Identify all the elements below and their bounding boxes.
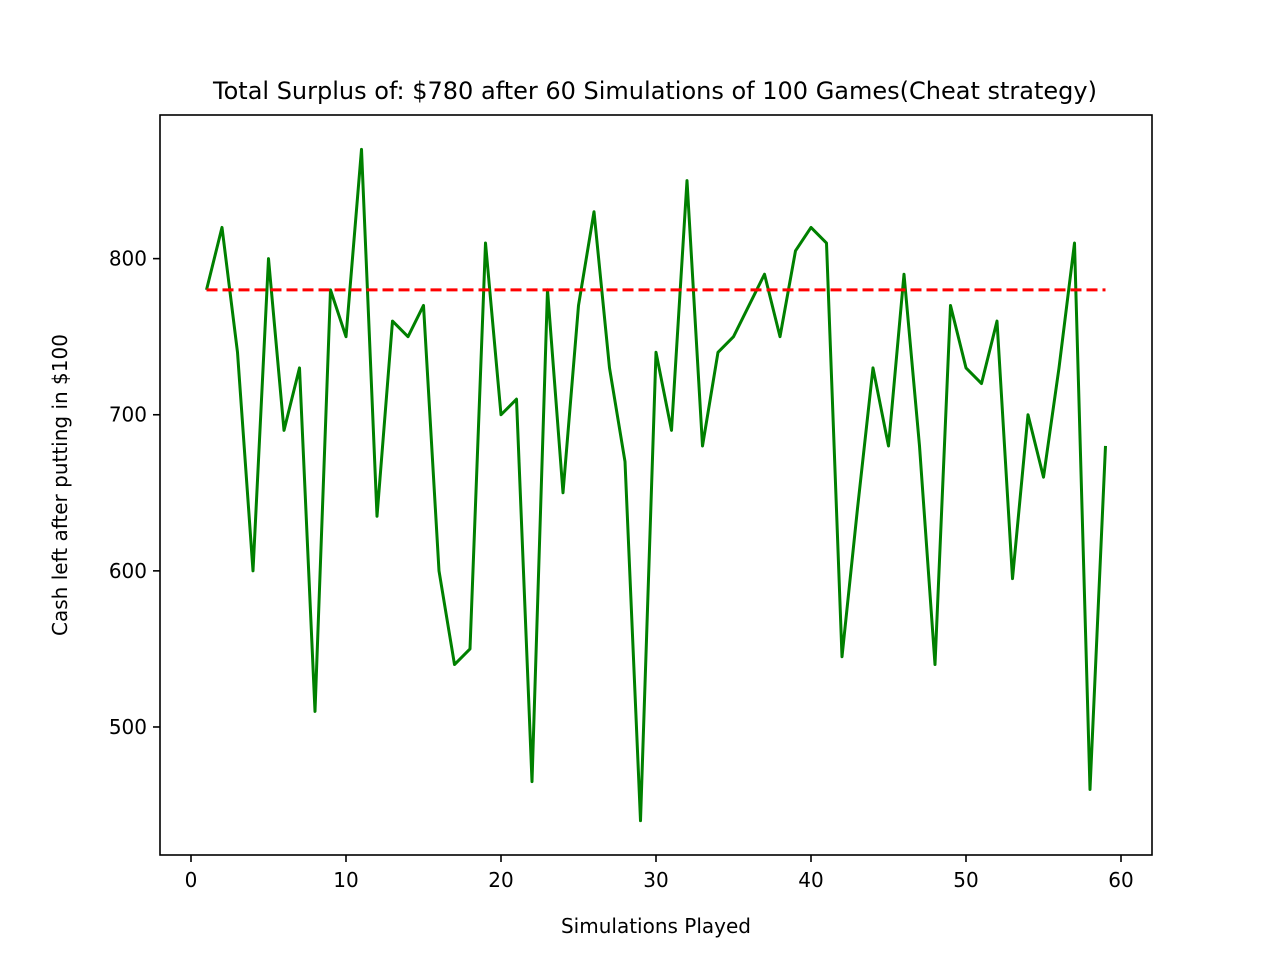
x-tick-label: 20 <box>488 868 513 892</box>
plot-frame <box>159 114 1153 856</box>
y-axis: 500 600 700 800 <box>109 247 160 739</box>
y-tick-label: 500 <box>109 715 147 739</box>
y-tick-label: 600 <box>109 559 147 583</box>
x-tick-label: 10 <box>333 868 358 892</box>
chart-title: Total Surplus of: $780 after 60 Simulati… <box>212 77 1097 105</box>
series-layer <box>205 147 1107 823</box>
series-line <box>205 147 1107 823</box>
x-tick-label: 60 <box>1108 868 1133 892</box>
y-tick-label: 700 <box>109 403 147 427</box>
x-axis: 0 10 20 30 40 50 60 <box>185 855 1134 892</box>
y-axis-label: Cash left after putting in $100 <box>48 334 72 636</box>
x-axis-label: Simulations Played <box>561 914 751 938</box>
x-tick-label: 0 <box>185 868 198 892</box>
x-tick-label: 30 <box>643 868 668 892</box>
y-tick-label: 800 <box>109 247 147 271</box>
x-tick-label: 50 <box>953 868 978 892</box>
x-tick-label: 40 <box>798 868 823 892</box>
